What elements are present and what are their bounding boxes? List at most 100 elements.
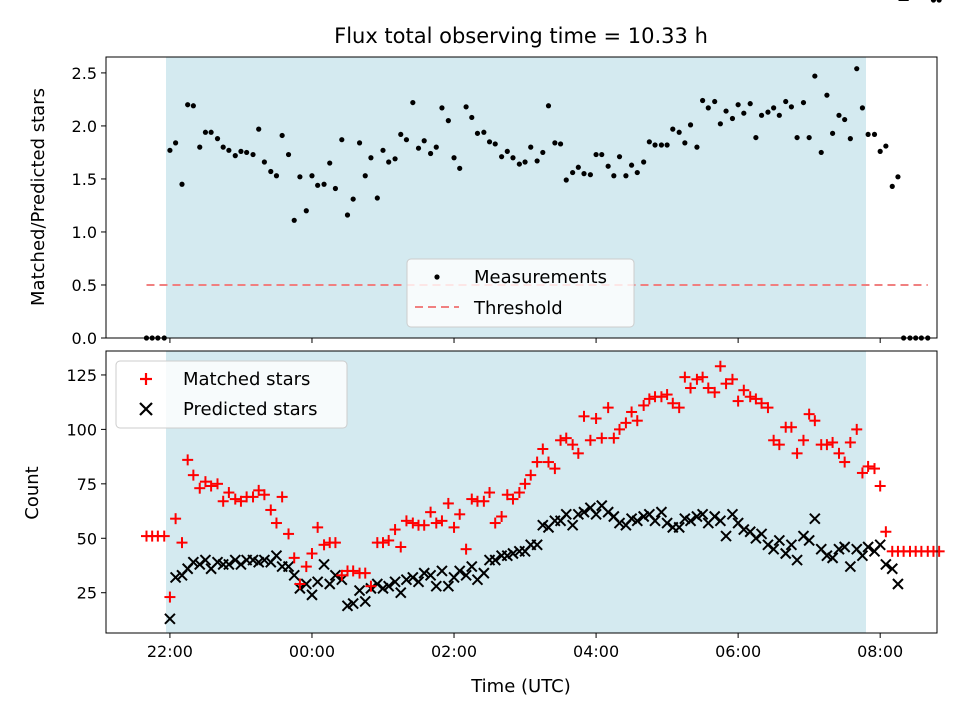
predicted-star-point — [311, 576, 324, 588]
predicted-star-point — [347, 597, 359, 610]
predicted-star-point — [400, 573, 413, 586]
measurement-point — [652, 142, 658, 148]
measurement-point — [854, 66, 860, 72]
matched-star-point — [507, 493, 519, 505]
measurement-point — [368, 155, 374, 161]
measurement-point — [339, 137, 345, 143]
measurement-point — [794, 134, 800, 141]
measurement-point — [776, 112, 782, 118]
matched-star-point — [478, 495, 490, 507]
measurement-point — [575, 164, 581, 170]
measurement-point — [190, 103, 196, 109]
matched-star-point — [223, 487, 235, 499]
measurement-point — [481, 129, 487, 135]
predicted-star-point — [856, 549, 869, 562]
predicted-star-point — [436, 565, 448, 577]
measurement-point — [315, 182, 321, 188]
matched-star-point — [827, 436, 839, 448]
measurement-point — [687, 122, 694, 128]
matched-star-point — [212, 478, 224, 490]
top-legend: Measurements Threshold — [406, 258, 635, 328]
matched-star-point — [567, 439, 579, 451]
matched-star-point — [572, 447, 584, 459]
predicted-star-point — [430, 580, 442, 592]
matched-star-point — [762, 402, 774, 414]
measurement-point — [717, 121, 723, 127]
matched-star-point — [170, 513, 182, 525]
matched-star-point — [258, 489, 270, 501]
predicted-star-point — [773, 534, 786, 547]
matched-star-point — [205, 480, 217, 492]
x-tick-label: 00:00 — [289, 642, 335, 661]
predicted-star-point — [424, 569, 437, 582]
matched-legend-label: Matched stars — [183, 369, 310, 390]
measurement-point — [297, 174, 303, 180]
matched-star-point — [702, 382, 714, 394]
matched-star-point — [590, 413, 602, 425]
matched-star-point — [856, 467, 868, 479]
matched-star-point — [880, 526, 892, 538]
x-tick-label: 02:00 — [431, 642, 477, 661]
predicted-star-point — [714, 515, 727, 527]
matched-star-point — [442, 497, 454, 509]
y-tick-label: 0.0 — [72, 329, 97, 348]
predicted-star-point — [673, 521, 685, 534]
measurement-point — [445, 118, 451, 124]
matched-star-point — [194, 482, 206, 494]
measurement-point — [173, 140, 179, 146]
matched-star-point — [744, 391, 756, 403]
matched-star-point — [631, 415, 643, 427]
measurement-point — [350, 196, 356, 202]
predicted-star-point — [684, 515, 697, 527]
measurement-point — [765, 109, 771, 115]
chart-title: Flux total observing time = 10.33 h — [334, 24, 708, 48]
measurement-point — [534, 158, 540, 164]
predicted-star-point — [560, 508, 572, 521]
measurement-point — [581, 171, 587, 177]
x-axis-label: Time (UTC) — [470, 676, 571, 697]
matched-star-point — [377, 537, 389, 549]
measurement-point — [741, 110, 747, 116]
measurement-point — [250, 151, 256, 158]
predicted-star-point — [300, 578, 312, 590]
matched-star-point — [726, 373, 738, 385]
measurement-point — [185, 102, 191, 108]
measurement-point — [516, 161, 522, 167]
predicted-star-point — [412, 576, 425, 588]
measurement-point — [646, 139, 652, 145]
measurement-point — [723, 108, 729, 114]
predicted-star-point — [270, 549, 283, 562]
matched-star-point — [626, 406, 638, 418]
predicted-star-point — [460, 569, 472, 582]
measurement-point — [208, 129, 214, 135]
y-tick-label: 100 — [66, 420, 97, 439]
predicted-star-point — [389, 576, 401, 588]
matched-star-point — [182, 454, 194, 466]
measurement-point — [694, 144, 700, 150]
matched-star-point — [164, 591, 176, 603]
measurement-point — [232, 153, 238, 159]
measurement-point — [167, 147, 173, 153]
measurement-point — [279, 132, 285, 139]
measurement-point — [386, 159, 392, 165]
measurement-point — [847, 136, 853, 142]
bottom-y-ticks: 25 50 75 100 125 — [66, 366, 106, 603]
matched-star-point — [306, 548, 318, 560]
measurement-point — [705, 105, 711, 111]
predicted-star-point — [590, 508, 602, 521]
y-tick-label: 125 — [66, 366, 97, 385]
predicted-star-point — [187, 556, 200, 568]
predicted-star-point — [785, 539, 798, 551]
measurement-point — [611, 173, 617, 179]
predicted-star-point — [826, 552, 839, 564]
predicted-star-point — [862, 541, 874, 553]
matched-star-point — [270, 517, 282, 529]
predicted-star-point — [631, 515, 643, 527]
bottom-legend-box — [115, 360, 348, 429]
matched-star-point — [253, 484, 265, 496]
matched-star-point — [430, 517, 442, 529]
measurement-point — [427, 150, 434, 157]
measurement-point — [641, 159, 647, 165]
matched-star-point — [697, 371, 709, 383]
predicted-star-point — [169, 571, 182, 584]
